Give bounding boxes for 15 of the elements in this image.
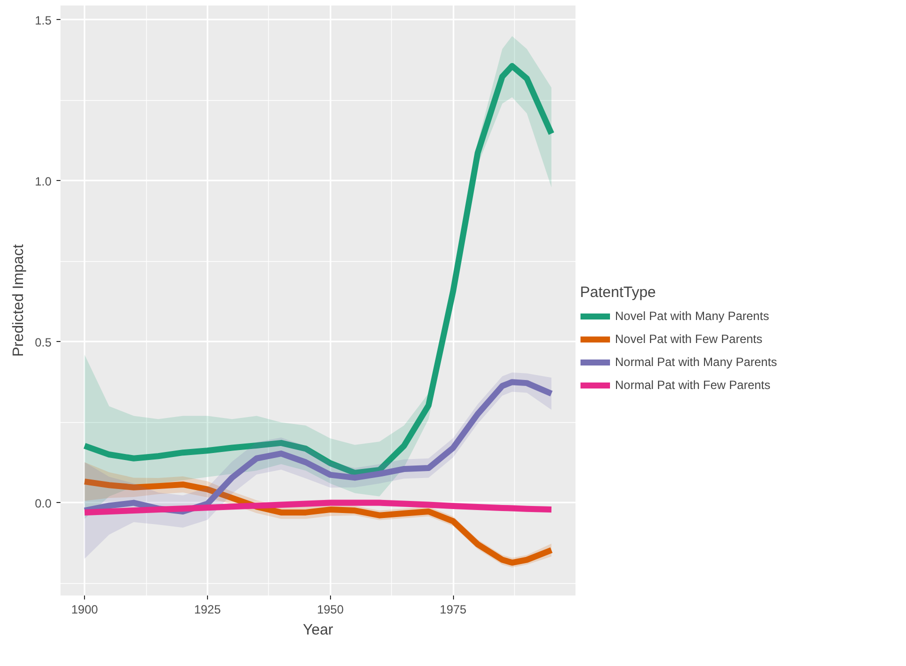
x-tick-label: 1925 (194, 602, 222, 616)
legend-label: Normal Pat with Many Parents (615, 355, 778, 369)
y-tick-label: 1.5 (34, 13, 52, 28)
y-tick-label: 0.0 (34, 496, 52, 510)
x-axis-title: Year (302, 622, 334, 638)
legend-title: PatentType (580, 284, 657, 301)
legend-label: Novel Pat with Few Parents (615, 332, 762, 346)
x-tick-label: 1975 (440, 602, 467, 616)
legend-label: Novel Pat with Many Parents (615, 309, 770, 323)
y-tick-label: 0.5 (34, 335, 52, 350)
y-tick-label: 1.0 (34, 174, 52, 188)
x-tick-label: 1950 (316, 602, 344, 616)
y-axis-title: Predicted Impact (10, 243, 27, 357)
legend-label: Normal Pat with Few Parents (615, 378, 770, 392)
x-tick-label: 1900 (71, 602, 98, 616)
